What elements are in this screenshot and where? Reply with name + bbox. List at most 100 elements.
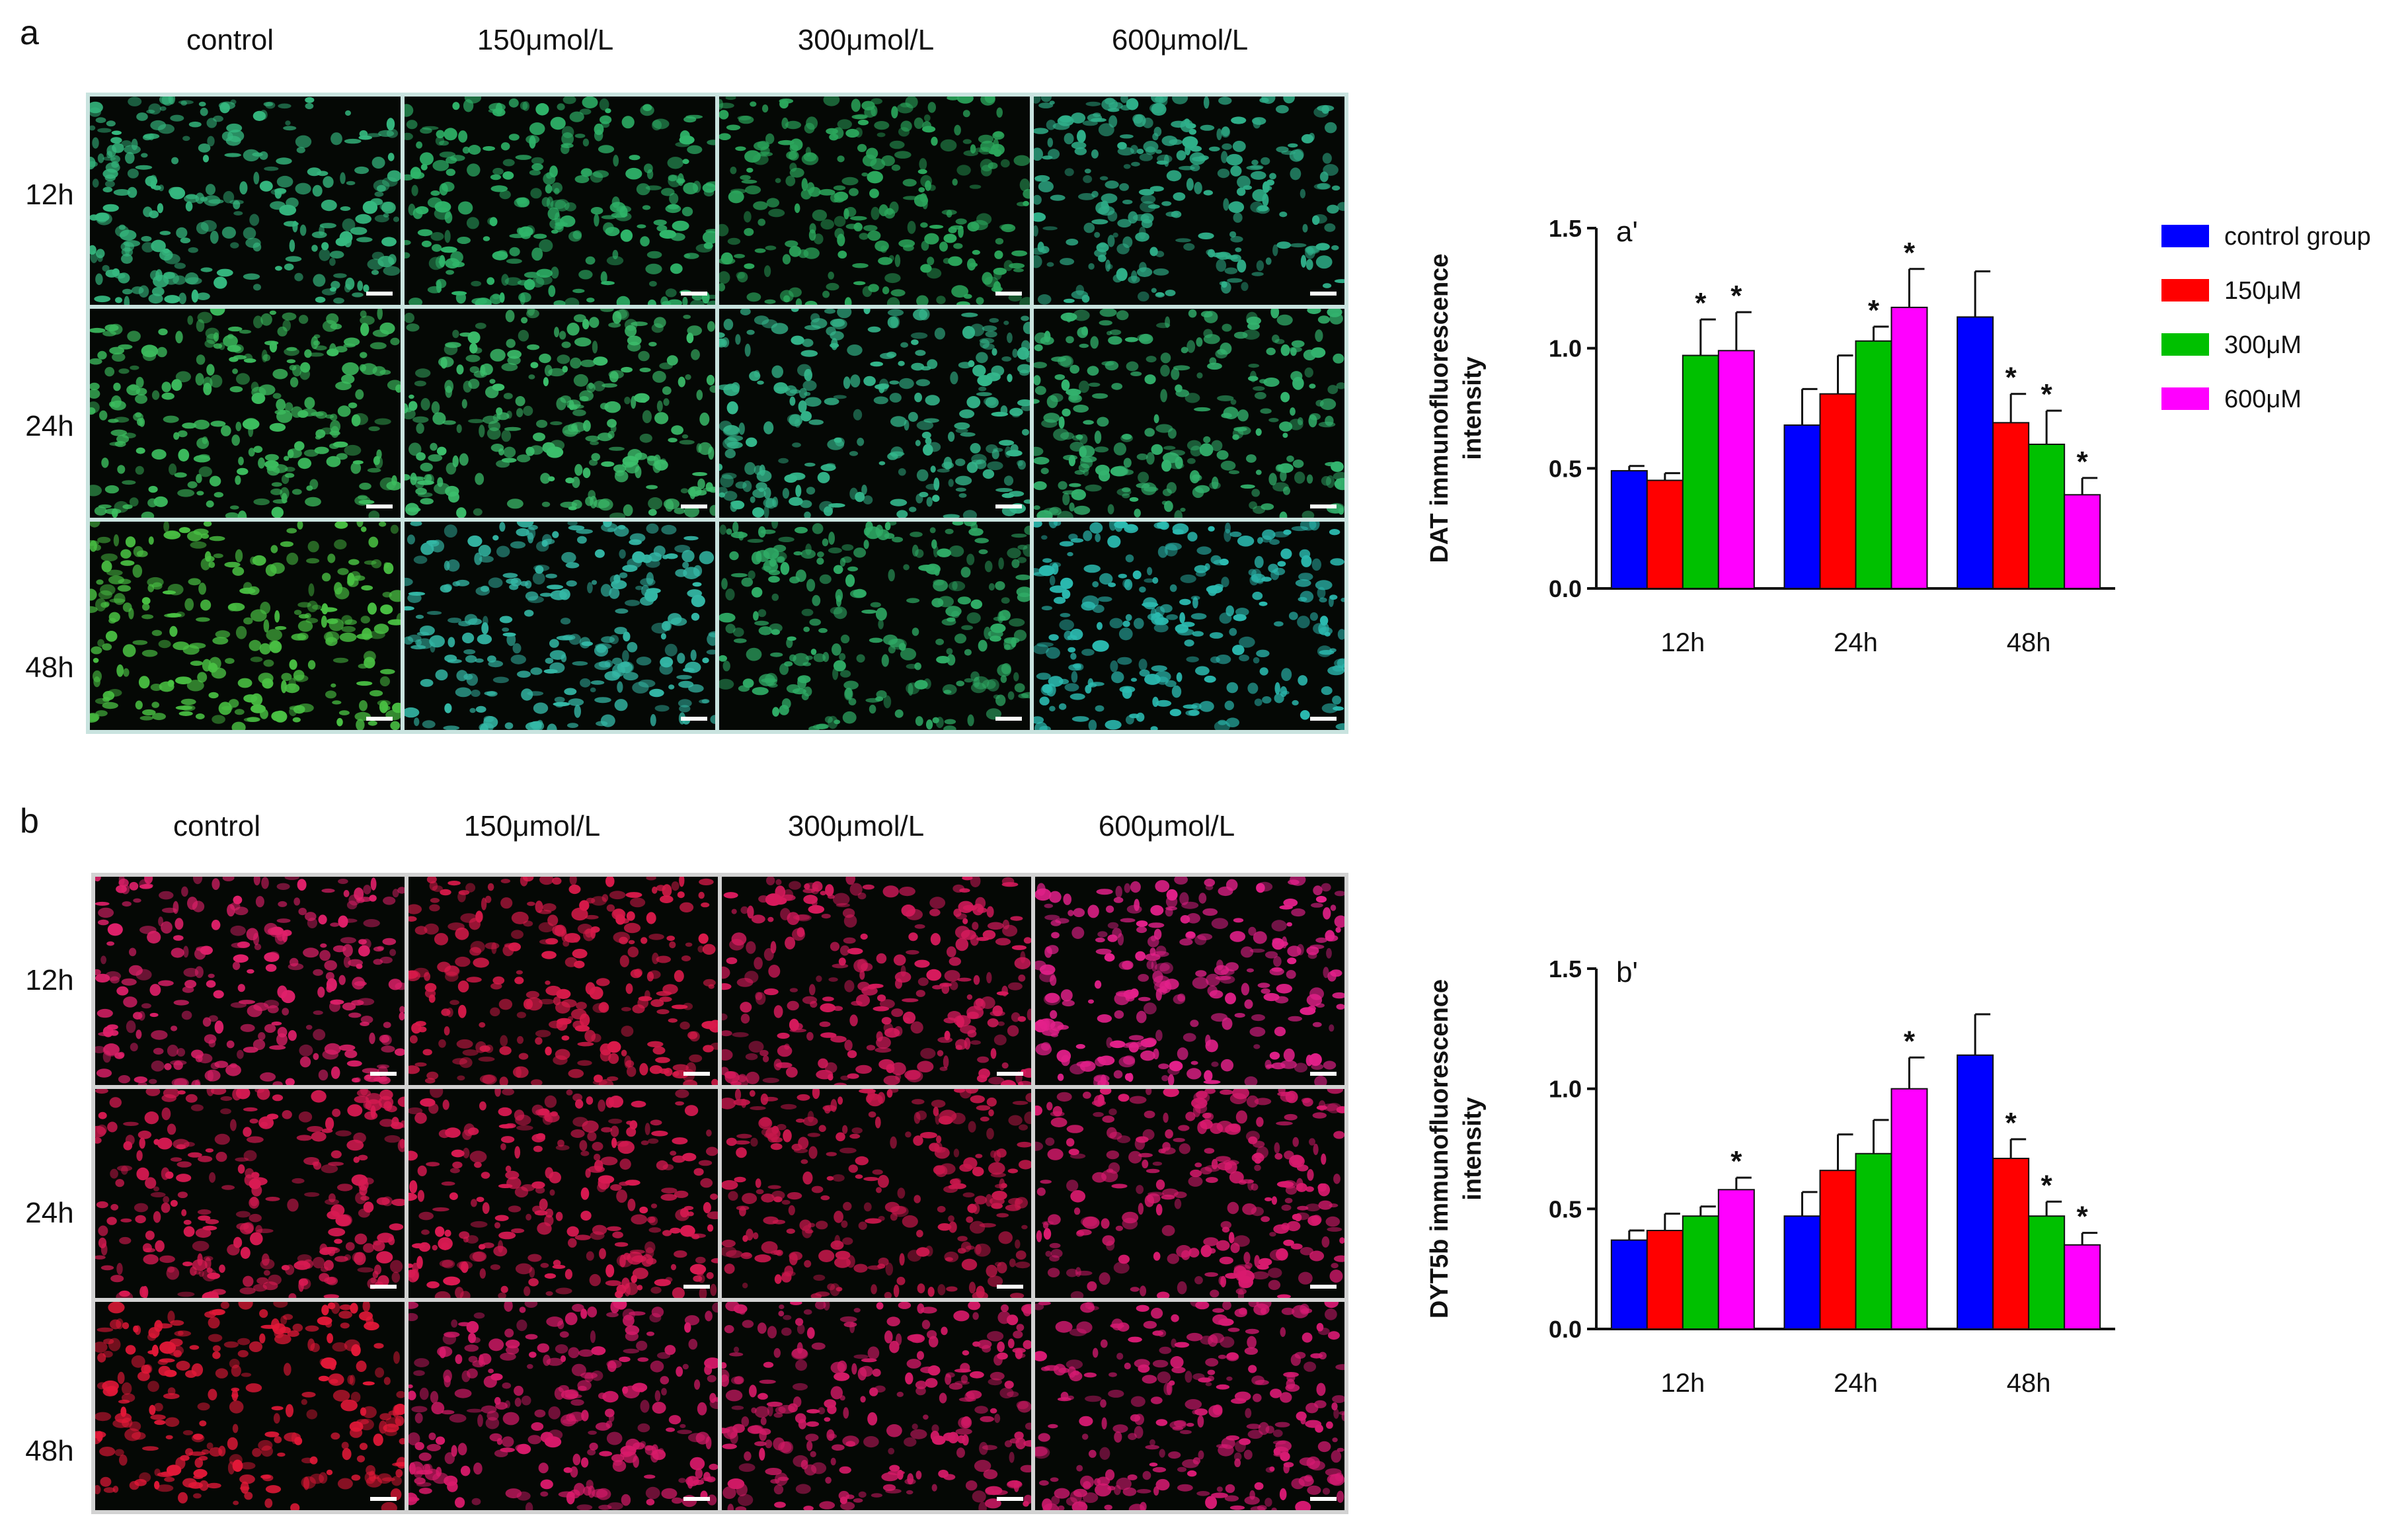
chart-a-prime-x-tick-label: 12h <box>1660 628 1705 657</box>
chart-a-prime-significance-star: * <box>1730 280 1742 312</box>
chart-a-prime-legend-label: 600μM <box>2224 385 2302 413</box>
panel-a-micrograph-r2-c4 <box>1034 309 1344 518</box>
scale-bar <box>681 292 707 296</box>
chart-a-prime-legend-label: 150μM <box>2224 277 2302 305</box>
chart-a-prime-bar <box>1610 469 1648 590</box>
chart-a-prime-significance-star: * <box>2077 446 2089 478</box>
chart-a-prime-bar <box>1783 424 1821 589</box>
scale-bar <box>995 716 1022 721</box>
chart-a-prime-legend-swatch <box>2161 333 2209 356</box>
panel-a-col-label-control: control <box>186 24 274 56</box>
chart-b-prime-panel-label: b' <box>1616 956 1638 988</box>
panel-a-col-label-150: 150μmol/L <box>477 24 614 56</box>
chart-a-prime-significance-star: * <box>2041 378 2053 411</box>
panel-a-micrograph-r1-c2 <box>405 97 715 305</box>
panel-b-micrograph-r1-c4 <box>1035 877 1344 1086</box>
panel-b-micrograph-r1-c2 <box>408 877 718 1086</box>
scale-bar <box>370 1072 397 1076</box>
chart-b-prime-svg: 0.0 0.5 1.0 1.5 DYT5b immunofluorescence inte… <box>1426 955 2115 1398</box>
chart-b-prime-y-axis-label-line2: intensity <box>1459 1097 1487 1200</box>
chart-b-prime-x-tick-label: 24h <box>1834 1369 1878 1398</box>
chart-a-prime-y-tick-label: 1.5 <box>1549 215 1582 242</box>
chart-a-prime-y-axis-label-line2: intensity <box>1459 356 1487 460</box>
chart-b-prime-y-tick-label: 1.0 <box>1549 1076 1582 1103</box>
scale-bar <box>1310 1072 1337 1076</box>
panel-b-micrograph-r3-c4 <box>1035 1301 1344 1510</box>
panel-b-col-label-150: 150μmol/L <box>463 810 601 842</box>
scale-bar <box>1310 716 1337 721</box>
chart-b-prime-bar <box>2028 1215 2066 1330</box>
scale-bar <box>997 1284 1023 1289</box>
panel-b-row-label-48h: 48h <box>25 1435 74 1467</box>
chart-a-prime-svg: 0.0 0.5 1.0 1.5 DAT immunofluorescence intens… <box>1426 215 2371 657</box>
chart-b-prime-bar <box>1957 1054 1994 1330</box>
chart-a-prime-legend-swatch <box>2161 387 2209 410</box>
panel-a-row-label-48h: 48h <box>25 651 74 684</box>
chart-a-prime-y-tick-label: 0.5 <box>1549 455 1582 482</box>
chart-a-prime-bar <box>1717 350 1755 589</box>
panel-b-micrograph-r1-c1 <box>95 877 405 1086</box>
chart-a-prime-significance-star: * <box>1904 237 1916 269</box>
panel-a-letter: a <box>20 14 39 52</box>
panel-b-micrograph-grid <box>91 873 1348 1514</box>
scale-bar <box>366 716 393 721</box>
scale-bar <box>1310 504 1337 508</box>
chart-a-prime-panel-label: a' <box>1616 216 1638 248</box>
chart-a-prime-x-tick-label: 48h <box>2007 628 2051 657</box>
chart-a-prime-y-tick-label: 1.0 <box>1549 335 1582 362</box>
panel-a-micrograph-r3-c2 <box>405 521 715 730</box>
chart-a-prime-bar <box>1646 479 1684 589</box>
panel-a-micrograph-r1-c1 <box>90 97 401 305</box>
chart-b-prime-significance-star: * <box>1730 1145 1742 1178</box>
panel-b-micrograph-r1-c3 <box>722 877 1031 1086</box>
chart-b-prime-significance-star: * <box>2005 1107 2017 1139</box>
chart-a-prime-significance-star: * <box>2005 362 2017 394</box>
panel-b-micrograph-r2-c1 <box>95 1089 405 1298</box>
panel-a-row-label-24h: 24h <box>25 410 74 442</box>
panel-b-micrograph-r3-c1 <box>95 1301 405 1510</box>
chart-b-prime-x-tick-label: 12h <box>1660 1369 1705 1398</box>
panel-a-row-label-12h: 12h <box>25 179 74 211</box>
panel-b-col-label-control: control <box>173 810 261 842</box>
chart-b-prime-bar <box>1717 1189 1755 1330</box>
scale-bar <box>366 504 393 508</box>
chart-a-prime-legend-swatch <box>2161 279 2209 302</box>
panel-a-micrograph-r1-c4 <box>1034 97 1344 305</box>
chart-b-prime-bar <box>1610 1239 1648 1330</box>
chart-a-prime-legend-label: control group <box>2224 223 2371 251</box>
chart-a-prime-y-axis-label: DAT immunofluorescence <box>1426 253 1454 563</box>
chart-b-prime-bar <box>1855 1152 1892 1330</box>
panel-b-micrograph-r2-c3 <box>722 1089 1031 1298</box>
panel-b-micrograph-r3-c2 <box>408 1301 718 1510</box>
chart-a-prime-bar <box>1957 316 1994 590</box>
panel-a-micrograph-r2-c2 <box>405 309 715 518</box>
panel-b-micrograph-r3-c3 <box>722 1301 1031 1510</box>
panel-b-col-label-300: 300μmol/L <box>787 810 925 842</box>
chart-b-prime-significance-star: * <box>2077 1201 2089 1233</box>
panel-a-micrograph-r1-c3 <box>719 97 1030 305</box>
scale-bar <box>681 716 707 721</box>
scale-bar <box>1310 1284 1337 1289</box>
chart-b-prime-bar <box>2064 1244 2101 1330</box>
panel-a-micrograph-r3-c4 <box>1034 521 1344 730</box>
panel-b-micrograph-r2-c4 <box>1035 1089 1344 1298</box>
chart-a-prime-bar <box>1855 340 1892 589</box>
chart-b-prime-bar <box>1819 1170 1857 1330</box>
scale-bar <box>995 504 1022 508</box>
chart-a-prime-x-tick-label: 24h <box>1834 628 1878 657</box>
panel-b-col-label-600: 600μmol/L <box>1098 810 1235 842</box>
chart-a-prime-bar <box>2064 494 2101 589</box>
scale-bar <box>681 504 707 508</box>
scale-bar <box>370 1496 397 1501</box>
chart-b-prime-y-tick-label: 1.5 <box>1549 955 1582 983</box>
scale-bar <box>683 1496 710 1501</box>
scale-bar <box>995 292 1022 296</box>
scale-bar <box>683 1072 710 1076</box>
scale-bar <box>1310 1496 1337 1501</box>
chart-b-prime-y-tick-label: 0.0 <box>1549 1316 1582 1343</box>
chart-a-prime-significance-star: * <box>1695 287 1707 319</box>
panel-a-micrograph-grid <box>86 93 1348 734</box>
chart-a-prime-bar <box>1819 393 1857 589</box>
chart-a-prime-bar <box>1992 422 2030 589</box>
panel-b-row-label-12h: 12h <box>25 964 74 996</box>
